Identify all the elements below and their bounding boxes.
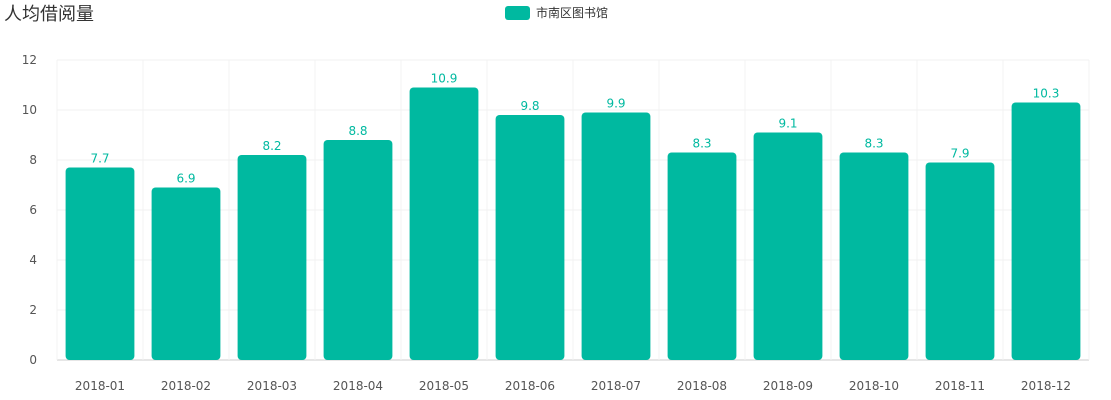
y-tick-label: 12 [22, 53, 37, 67]
chart-title: 人均借阅量 [4, 4, 94, 25]
data-label: 9.8 [520, 99, 539, 113]
data-label: 7.9 [950, 147, 969, 161]
data-label: 8.3 [864, 137, 883, 151]
data-label: 8.2 [262, 139, 281, 153]
bar[interactable] [409, 87, 479, 361]
data-label: 7.7 [90, 152, 109, 166]
x-tick-label: 2018-11 [935, 379, 985, 393]
y-tick-label: 4 [29, 253, 37, 267]
x-tick-label: 2018-05 [419, 379, 469, 393]
y-tick-label: 0 [29, 353, 37, 367]
x-tick-label: 2018-12 [1021, 379, 1071, 393]
legend[interactable]: 市南区图书馆 [505, 4, 608, 21]
x-tick-label: 2018-02 [161, 379, 211, 393]
bar[interactable] [753, 132, 823, 361]
y-tick-label: 2 [29, 303, 37, 317]
x-tick-label: 2018-07 [591, 379, 641, 393]
data-label: 9.1 [778, 117, 797, 131]
data-label: 9.9 [606, 97, 625, 111]
x-tick-label: 2018-04 [333, 379, 383, 393]
legend-swatch [505, 5, 530, 20]
data-label: 8.3 [692, 137, 711, 151]
bar[interactable] [323, 140, 393, 360]
bar[interactable] [581, 112, 651, 361]
x-tick-label: 2018-09 [763, 379, 813, 393]
y-tick-label: 8 [29, 153, 37, 167]
x-tick-label: 2018-08 [677, 379, 727, 393]
bar[interactable] [1011, 102, 1081, 361]
y-tick-label: 6 [29, 203, 37, 217]
bar[interactable] [237, 155, 307, 360]
bar[interactable] [495, 115, 565, 360]
legend-label: 市南区图书馆 [536, 6, 609, 20]
x-tick-label: 2018-01 [75, 379, 125, 393]
bar[interactable] [839, 152, 909, 361]
x-tick-label: 2018-10 [849, 379, 899, 393]
data-label: 6.9 [176, 172, 195, 186]
data-label: 10.3 [1033, 87, 1060, 101]
bar[interactable] [925, 162, 995, 361]
bar[interactable] [65, 167, 135, 361]
y-tick-label: 10 [22, 103, 37, 117]
x-tick-label: 2018-06 [505, 379, 555, 393]
bar[interactable] [667, 152, 737, 361]
data-label: 8.8 [348, 124, 367, 138]
bar[interactable] [151, 187, 221, 361]
data-label: 10.9 [431, 72, 458, 86]
x-tick-label: 2018-03 [247, 379, 297, 393]
